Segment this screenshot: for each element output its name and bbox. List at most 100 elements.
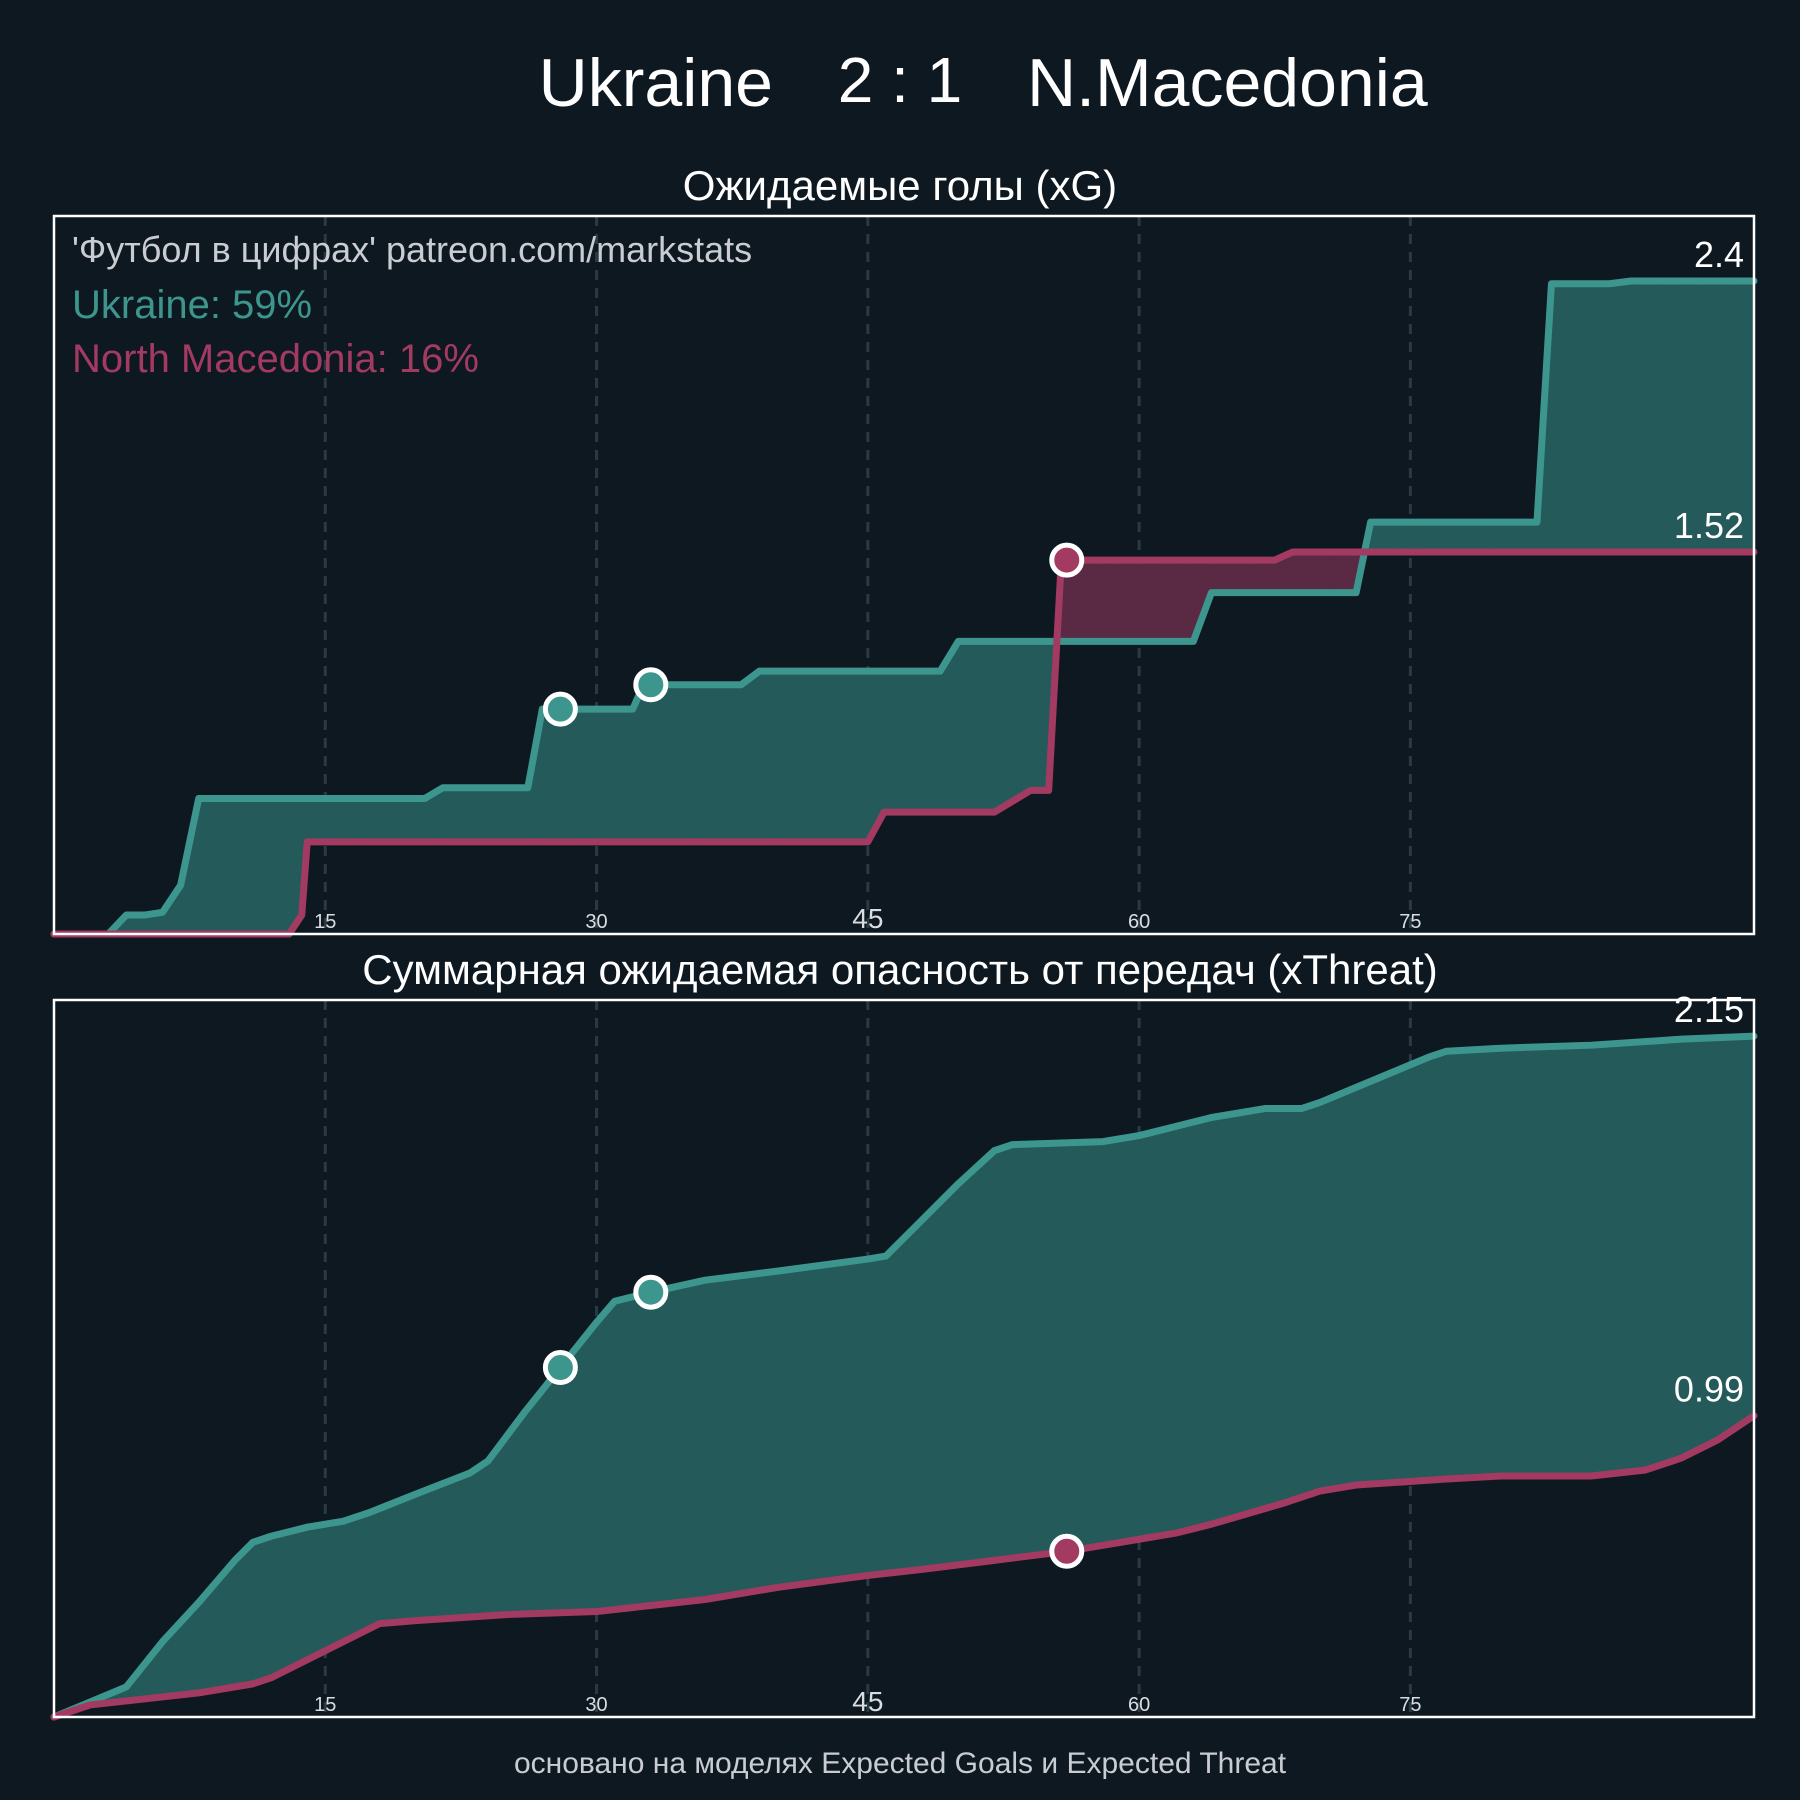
fill-segment xyxy=(1577,283,1584,553)
fill-segment xyxy=(1283,553,1289,594)
fill-segment xyxy=(1445,1050,1452,1480)
fill-segment xyxy=(844,1260,851,1580)
fill-segment xyxy=(559,1360,566,1614)
fill-segment xyxy=(817,1264,824,1583)
fill-segment xyxy=(410,1493,417,1622)
fill-segment xyxy=(604,708,611,843)
fill-segment xyxy=(406,1494,412,1623)
fill-segment xyxy=(700,684,707,843)
fill-segment xyxy=(1296,551,1303,594)
fill-segment xyxy=(889,1245,896,1574)
fill-segment xyxy=(754,1272,760,1592)
fill-segment xyxy=(1020,1143,1027,1558)
fill-segment xyxy=(360,797,367,843)
fill-segment xyxy=(1025,640,1032,795)
fill-segment xyxy=(1477,521,1484,553)
fill-segment xyxy=(270,1534,277,1679)
fill-segment xyxy=(926,670,933,813)
home-series-line xyxy=(50,1032,1758,1721)
fill-segment xyxy=(1034,1143,1041,1556)
fill-segment xyxy=(274,1533,281,1677)
fill-segment xyxy=(311,797,317,843)
fill-segment xyxy=(329,797,335,843)
fill-segment xyxy=(220,1569,227,1690)
fill-segment xyxy=(387,797,394,843)
fill-segment xyxy=(577,708,584,843)
fill-segment xyxy=(528,1399,534,1615)
fill-segment xyxy=(826,1263,833,1582)
fill-segment xyxy=(1477,1048,1484,1478)
fill-segment xyxy=(1482,1048,1488,1478)
x-tick-label: 60 xyxy=(1128,911,1150,933)
fill-segment xyxy=(478,787,484,843)
fill-segment xyxy=(909,670,915,813)
fill-segment xyxy=(351,797,358,843)
fill-segment xyxy=(1495,521,1502,553)
fill-segment xyxy=(1025,1143,1032,1558)
fill-segment xyxy=(745,676,751,843)
fill-segment xyxy=(831,670,837,843)
fill-segment xyxy=(690,1281,697,1602)
fill-segment xyxy=(1661,280,1667,553)
fill-segment xyxy=(966,640,973,813)
fill-segment xyxy=(1482,521,1489,553)
fill-segment xyxy=(238,797,245,935)
fill-segment xyxy=(704,1278,711,1601)
fill-segment xyxy=(1473,521,1480,553)
fill-segment xyxy=(1305,1104,1312,1497)
fill-segment xyxy=(1106,1139,1113,1546)
fill-segment xyxy=(1635,1041,1642,1472)
fill-segment xyxy=(175,1620,182,1697)
fill-segment xyxy=(1382,1073,1389,1484)
fill-segment xyxy=(220,797,227,935)
fill-segment xyxy=(1564,283,1570,553)
fill-segment xyxy=(1233,559,1240,594)
fill-segment xyxy=(1034,640,1041,791)
fill-segment xyxy=(875,670,881,828)
fill-segment xyxy=(1378,521,1385,553)
fill-segment xyxy=(1237,1111,1244,1518)
fill-segment xyxy=(369,797,376,843)
fill-segment xyxy=(971,1165,977,1564)
fill-segment xyxy=(564,1354,571,1614)
fill-segment xyxy=(858,670,864,843)
fill-segment xyxy=(211,797,218,935)
fill-segment xyxy=(1744,280,1751,553)
fill-segment xyxy=(1111,1138,1118,1545)
fill-segment xyxy=(1360,1082,1366,1486)
fill-segment xyxy=(935,670,941,813)
fill-segment xyxy=(1296,1107,1303,1500)
x-tick-label: 15 xyxy=(314,1694,336,1716)
fill-segment xyxy=(595,708,602,843)
fill-segment xyxy=(1210,1116,1217,1525)
fill-segment xyxy=(252,797,259,935)
fill-segment xyxy=(1120,1137,1127,1543)
fill-segment xyxy=(1170,559,1177,642)
fill-segment xyxy=(1332,551,1339,594)
fill-segment xyxy=(491,1447,498,1617)
fill-segment xyxy=(1652,280,1658,553)
fill-segment xyxy=(442,1480,448,1620)
fill-segment xyxy=(1739,1035,1746,1426)
fill-segment xyxy=(989,1149,996,1562)
fill-segment xyxy=(374,1507,381,1627)
fill-segment xyxy=(1224,559,1231,594)
fill-segment xyxy=(1396,521,1403,553)
fill-segment xyxy=(261,797,268,935)
fill-segment xyxy=(555,1365,561,1614)
fill-segment xyxy=(1283,1107,1289,1504)
fill-segment xyxy=(975,640,982,813)
fill-segment xyxy=(1468,521,1475,553)
x-tick-label: 45 xyxy=(852,903,883,934)
fill-segment xyxy=(433,1484,439,1621)
fill-segment xyxy=(229,1558,236,1689)
fill-segment xyxy=(1161,1128,1167,1537)
fill-segment xyxy=(378,1505,385,1625)
fill-segment xyxy=(867,670,873,843)
fill-segment xyxy=(270,797,277,935)
fill-segment xyxy=(687,684,694,843)
fill-segment xyxy=(1369,1078,1375,1485)
fill-segment xyxy=(216,1574,222,1691)
fill-segment xyxy=(1143,1132,1149,1540)
